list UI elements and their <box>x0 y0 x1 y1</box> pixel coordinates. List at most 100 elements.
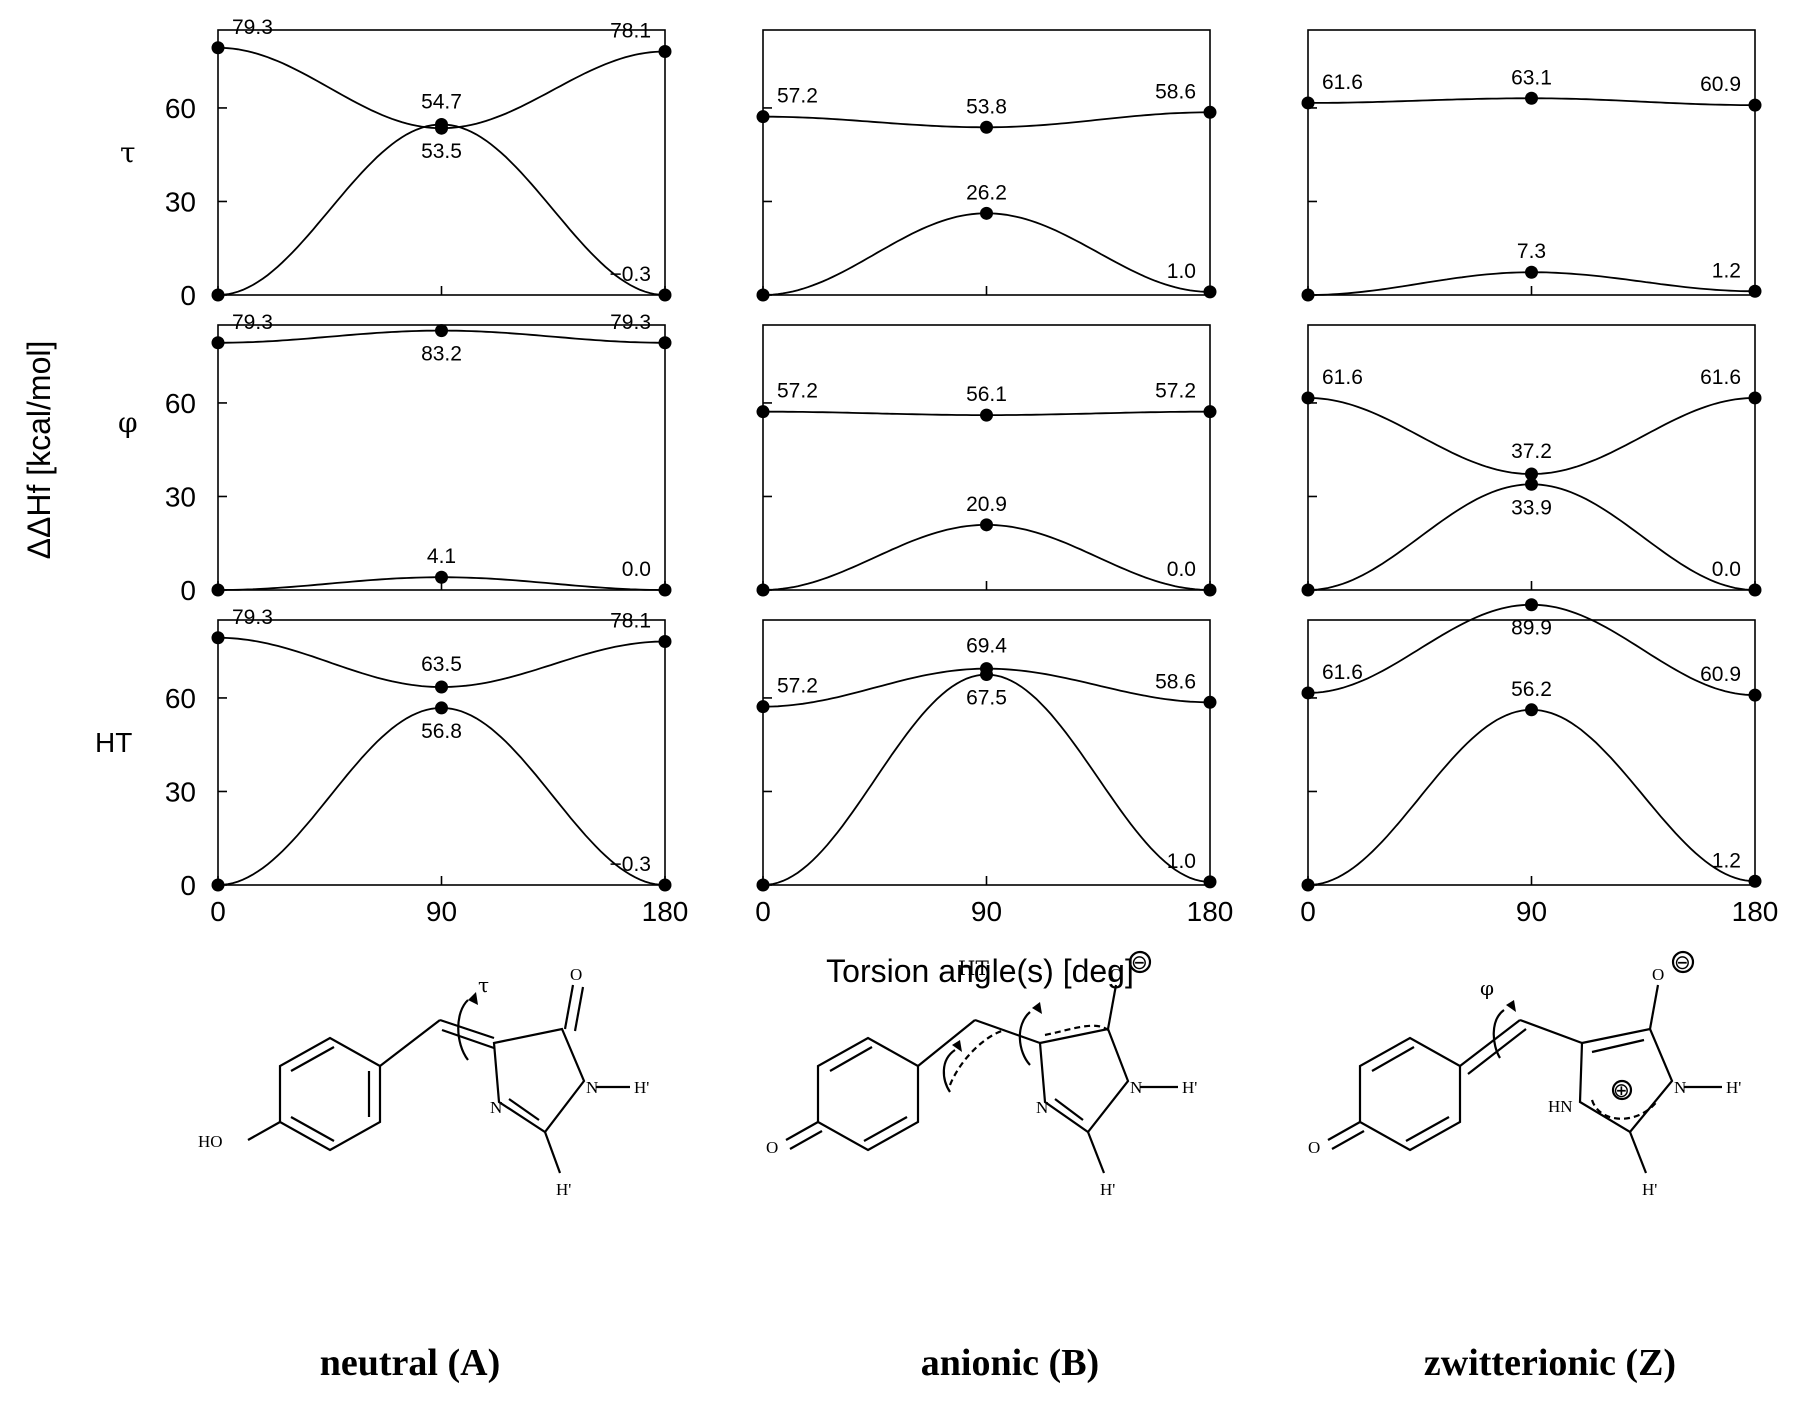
atom-label: N <box>1674 1078 1686 1097</box>
data-label: 53.8 <box>966 95 1007 118</box>
x-tick-label: 90 <box>1516 896 1547 927</box>
atom-label: O <box>1110 965 1122 984</box>
row-label-phi: φ <box>118 406 138 439</box>
data-label: 89.9 <box>1511 617 1552 640</box>
data-point <box>1301 686 1315 700</box>
structure-neutral <box>247 984 630 1174</box>
data-point <box>658 336 672 350</box>
atom-label: N <box>586 1078 598 1097</box>
atom-label: O <box>766 1138 778 1157</box>
data-point <box>435 570 448 584</box>
data-point <box>211 41 225 55</box>
torsion-label-ht: HT <box>958 956 989 980</box>
data-point <box>756 700 770 714</box>
atom-label: H' <box>634 1078 649 1097</box>
data-label: 57.2 <box>1155 380 1196 403</box>
atom-label: H' <box>1726 1078 1741 1097</box>
data-point <box>435 324 448 338</box>
data-label: 4.1 <box>427 545 456 568</box>
atom-label: O <box>1652 965 1664 984</box>
data-point <box>1525 598 1538 612</box>
torsion-label-tau: τ <box>478 973 489 997</box>
atom-label: N <box>1036 1098 1048 1117</box>
data-point <box>435 701 448 715</box>
data-point <box>658 45 672 59</box>
data-point <box>1203 285 1217 299</box>
minus-charge-icon: ⊖ <box>1674 952 1691 974</box>
data-label: 79.3 <box>232 16 273 39</box>
y-tick-label: 60 <box>165 93 196 124</box>
data-point <box>658 635 672 649</box>
data-label: 78.1 <box>610 20 651 43</box>
data-point <box>756 583 770 597</box>
data-label: 1.0 <box>1167 260 1196 283</box>
data-label: 0.0 <box>622 558 651 581</box>
atom-label: N <box>1130 1078 1142 1097</box>
plot-frame <box>762 324 1211 591</box>
data-point <box>1203 405 1217 419</box>
data-point <box>1748 583 1762 597</box>
data-label: 69.4 <box>966 635 1007 658</box>
data-point <box>1525 703 1538 717</box>
data-label: 20.9 <box>966 493 1007 516</box>
data-point <box>756 878 770 892</box>
y-tick-label: 30 <box>165 186 196 217</box>
data-label: −0.3 <box>610 263 651 286</box>
data-label: 0.0 <box>1167 558 1196 581</box>
data-point <box>1748 284 1762 298</box>
data-label: −0.3 <box>610 853 651 876</box>
data-point <box>1748 874 1762 888</box>
atom-label: H' <box>556 1180 571 1199</box>
data-label: 57.2 <box>777 675 818 698</box>
data-point <box>980 518 993 532</box>
data-point <box>1203 583 1217 597</box>
x-tick-label: 0 <box>210 896 226 927</box>
data-point <box>1525 265 1538 279</box>
row-label-ht: HT <box>95 727 132 758</box>
x-tick-label: 90 <box>971 896 1002 927</box>
data-label: 56.1 <box>966 383 1007 406</box>
data-point <box>756 405 770 419</box>
y-tick-label: 30 <box>165 481 196 512</box>
data-label: 37.2 <box>1511 440 1552 463</box>
data-point <box>211 878 225 892</box>
data-label: 79.3 <box>610 311 651 334</box>
data-label: 67.5 <box>966 687 1007 710</box>
atom-label: HO <box>198 1132 223 1151</box>
data-point <box>980 120 993 134</box>
data-label: 61.6 <box>1322 71 1363 94</box>
data-point <box>980 668 993 682</box>
series-line <box>762 523 1211 591</box>
y-tick-label: 0 <box>180 280 196 311</box>
data-point <box>211 583 225 597</box>
plot-frame <box>762 29 1211 296</box>
y-tick-label: 60 <box>165 683 196 714</box>
data-point <box>658 878 672 892</box>
x-tick-label: 90 <box>426 896 457 927</box>
structure-name-zwitterionic: zwitterionic (Z) <box>1424 1342 1676 1384</box>
structure-name-neutral: neutral (A) <box>320 1342 500 1384</box>
data-label: 53.5 <box>421 140 462 163</box>
series-line <box>762 212 1211 296</box>
data-label: 60.9 <box>1700 73 1741 96</box>
data-label: 33.9 <box>1511 496 1552 519</box>
data-point <box>211 288 225 302</box>
atom-label: O <box>1308 1138 1320 1157</box>
data-point <box>1748 688 1762 702</box>
atom-label: H' <box>1100 1180 1115 1199</box>
data-label: 60.9 <box>1700 663 1741 686</box>
structure-zwitterionic <box>1327 950 1722 1174</box>
data-point <box>1301 96 1315 110</box>
data-label: 7.3 <box>1517 240 1546 263</box>
data-point <box>1525 477 1538 491</box>
data-point <box>756 110 770 124</box>
x-tick-label: 180 <box>642 896 689 927</box>
plot-frame <box>762 619 1211 886</box>
x-tick-label: 180 <box>1732 896 1779 927</box>
data-label: 83.2 <box>421 343 462 366</box>
data-label: 63.1 <box>1511 66 1552 89</box>
data-point <box>1203 105 1217 119</box>
plot-grid: 0 30 60 79.3 53.5 78.1 54.7 −0.3 57.2 53.8 58.6 26.… <box>165 16 1779 927</box>
data-label: 0.0 <box>1712 558 1741 581</box>
x-axis-title: Torsion angle(s) [deg] <box>826 953 1134 989</box>
